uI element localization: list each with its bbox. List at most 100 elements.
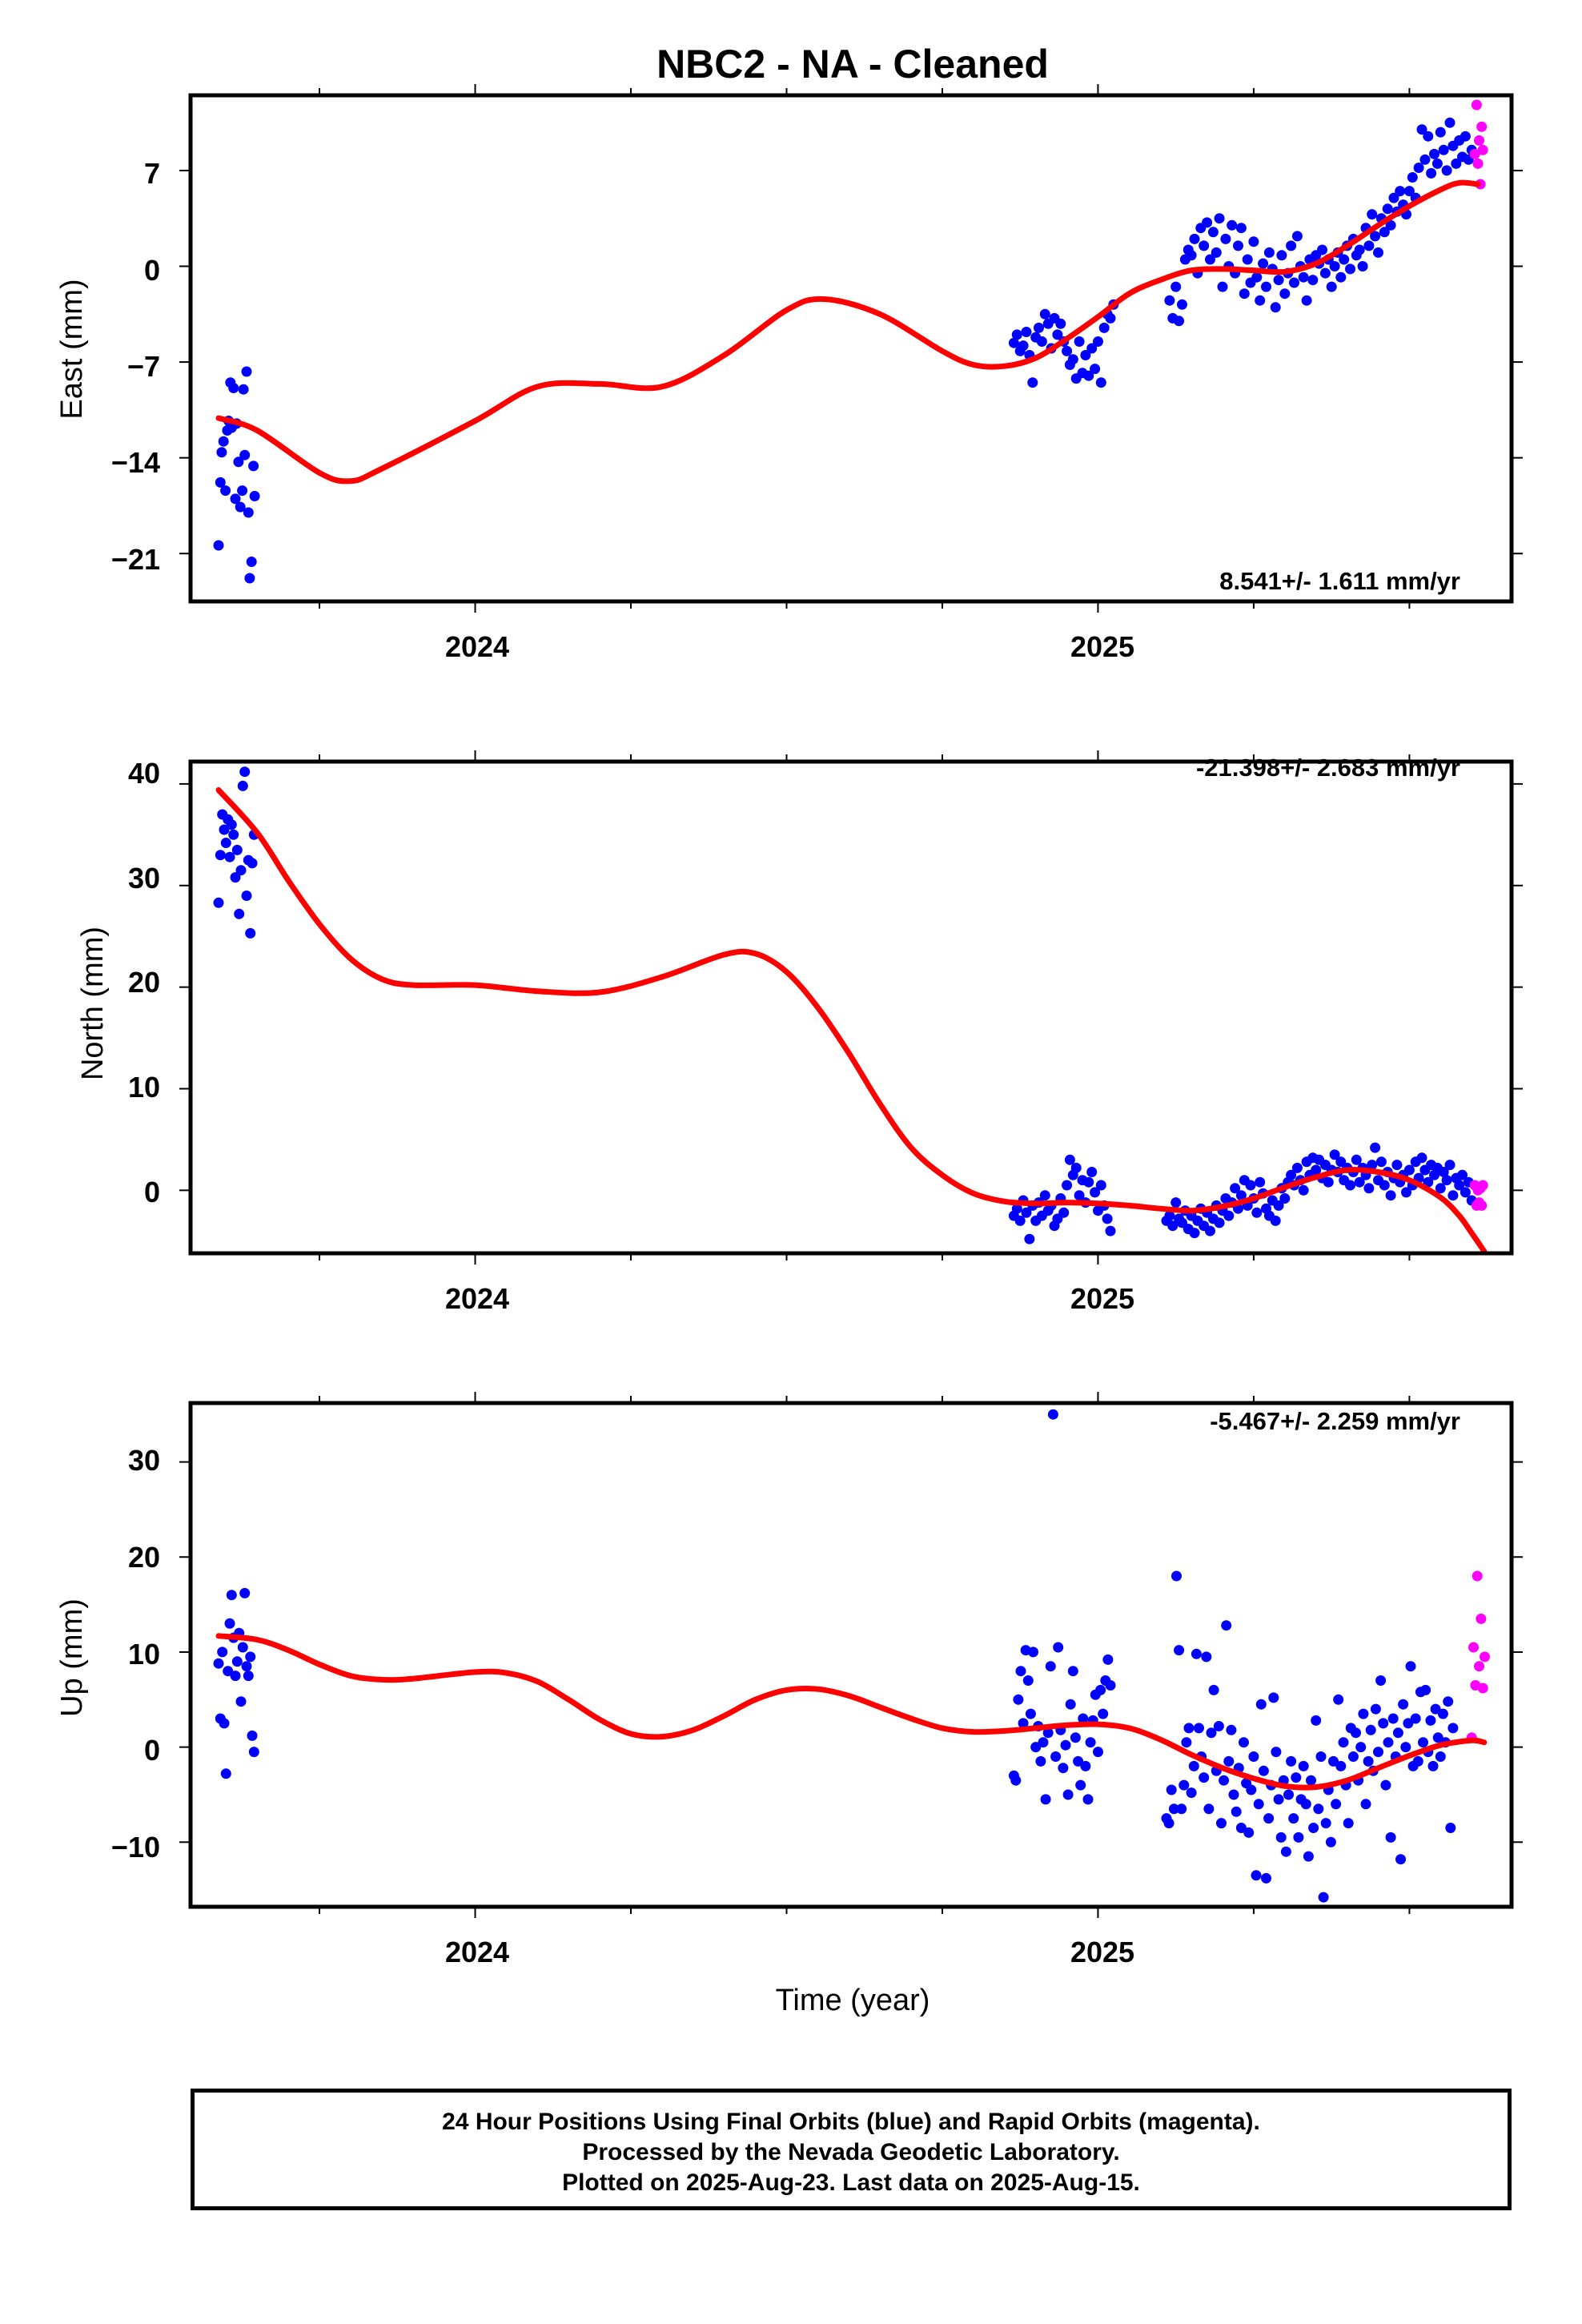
up-data-point bbox=[1343, 1818, 1354, 1829]
east-data-point bbox=[1329, 261, 1340, 271]
up-data-point bbox=[1258, 1765, 1269, 1776]
up-data-point bbox=[1191, 1648, 1202, 1659]
up-data-point bbox=[1176, 1803, 1187, 1815]
up-data-point bbox=[1365, 1724, 1376, 1735]
up-data-point bbox=[213, 1658, 224, 1669]
north-data-point bbox=[1447, 1190, 1459, 1201]
up-data-point bbox=[1313, 1803, 1324, 1815]
up-data-point bbox=[1306, 1775, 1316, 1786]
north-data-point bbox=[1223, 1210, 1235, 1221]
up-plot-frame bbox=[188, 1401, 1514, 1909]
east-data-point bbox=[1248, 236, 1259, 247]
east-ytick-label: −14 bbox=[111, 446, 160, 479]
north-ytick-label: 10 bbox=[128, 1071, 160, 1104]
north-data-point bbox=[1170, 1197, 1182, 1208]
north-data-point bbox=[226, 819, 237, 830]
north-data-point bbox=[1245, 1180, 1256, 1191]
up-data-point bbox=[1042, 1727, 1054, 1739]
north-data-point bbox=[1323, 1176, 1334, 1188]
up-data-point bbox=[1347, 1751, 1359, 1762]
north-data-point bbox=[1375, 1156, 1387, 1168]
east-data-point bbox=[1251, 271, 1263, 283]
up-data-point bbox=[1188, 1760, 1199, 1771]
up-data-point bbox=[1363, 1755, 1374, 1767]
east-data-point bbox=[1093, 336, 1103, 347]
up-data-point bbox=[1010, 1775, 1022, 1786]
up-data-point bbox=[1171, 1570, 1182, 1582]
up-data-point bbox=[245, 1651, 256, 1663]
up-data-point bbox=[1271, 1747, 1282, 1758]
east-data-point bbox=[1444, 117, 1456, 128]
up-data-point bbox=[1239, 1737, 1249, 1748]
north-ylabel: North (mm) bbox=[76, 927, 110, 1080]
north-data-point bbox=[1011, 1203, 1022, 1214]
up-data-point bbox=[1231, 1806, 1242, 1817]
up-ytick-label: −10 bbox=[111, 1831, 160, 1864]
east-data-point bbox=[1270, 302, 1281, 313]
footer-line-3: Plotted on 2025-Aug-23. Last data on 202… bbox=[562, 2169, 1140, 2196]
east-data-point bbox=[1373, 247, 1383, 258]
up-data-point bbox=[1474, 1661, 1484, 1672]
north-data-point bbox=[230, 872, 241, 883]
north-data-point bbox=[1095, 1180, 1106, 1191]
up-ylabel: Up (mm) bbox=[55, 1598, 89, 1717]
up-data-point bbox=[1378, 1718, 1389, 1729]
north-data-point bbox=[1205, 1225, 1215, 1236]
east-data-point bbox=[1027, 377, 1038, 388]
north-data-point bbox=[1083, 1176, 1094, 1188]
north-data-point bbox=[224, 851, 235, 862]
east-series-blue bbox=[213, 117, 1477, 584]
up-data-point bbox=[1163, 1818, 1174, 1829]
up-data-point bbox=[1437, 1708, 1448, 1719]
east-data-point bbox=[1199, 240, 1210, 251]
north-data-point bbox=[241, 891, 252, 901]
north-data-point bbox=[1476, 1200, 1488, 1211]
east-data-point bbox=[1279, 288, 1291, 300]
north-xtick-2025: 2025 bbox=[1070, 1282, 1134, 1315]
up-data-point bbox=[1073, 1755, 1084, 1767]
up-data-point bbox=[1255, 1699, 1267, 1710]
up-series-magenta bbox=[1466, 1570, 1490, 1743]
north-data-point bbox=[1235, 1190, 1247, 1201]
up-data-point bbox=[1468, 1642, 1479, 1653]
up-data-point bbox=[1338, 1737, 1349, 1748]
east-data-point bbox=[1083, 370, 1094, 381]
north-ytick-label: 30 bbox=[128, 862, 160, 895]
up-data-point bbox=[1075, 1779, 1086, 1791]
east-data-point bbox=[1441, 165, 1452, 176]
up-data-point bbox=[223, 1666, 234, 1677]
up-xtick-2025: 2025 bbox=[1070, 1936, 1134, 1968]
east-data-point bbox=[243, 507, 254, 518]
east-data-point bbox=[1363, 240, 1375, 251]
up-data-point bbox=[1308, 1823, 1319, 1833]
east-data-point bbox=[1370, 231, 1381, 242]
up-data-point bbox=[1018, 1718, 1029, 1729]
up-data-point bbox=[1335, 1760, 1347, 1771]
east-ytick-label: −7 bbox=[127, 350, 160, 383]
up-data-point bbox=[219, 1718, 230, 1729]
up-data-point bbox=[1387, 1713, 1399, 1724]
north-data-point bbox=[1416, 1152, 1427, 1164]
up-data-point bbox=[1067, 1666, 1078, 1677]
north-data-point bbox=[1401, 1187, 1411, 1198]
east-data-point bbox=[213, 540, 224, 551]
up-data-point bbox=[1194, 1723, 1204, 1734]
up-data-point bbox=[1181, 1737, 1192, 1748]
up-data-point bbox=[1370, 1703, 1381, 1715]
up-data-point bbox=[1293, 1831, 1304, 1843]
east-data-point bbox=[1098, 322, 1110, 333]
east-data-point bbox=[1357, 261, 1368, 271]
east-data-point bbox=[228, 383, 239, 393]
east-data-point bbox=[1354, 244, 1365, 255]
up-data-point bbox=[1268, 1692, 1279, 1703]
up-data-point bbox=[1395, 1854, 1406, 1865]
east-data-point bbox=[1177, 299, 1187, 310]
east-data-point bbox=[1273, 275, 1284, 286]
footer-caption-box: 24 Hour Positions Using Final Orbits (bl… bbox=[191, 2089, 1512, 2210]
up-data-point bbox=[230, 1671, 241, 1682]
up-data-point bbox=[1418, 1737, 1428, 1748]
east-data-point bbox=[218, 436, 229, 447]
north-data-point bbox=[1014, 1215, 1026, 1226]
up-data-point bbox=[1095, 1684, 1106, 1695]
east-data-point bbox=[1317, 244, 1327, 255]
